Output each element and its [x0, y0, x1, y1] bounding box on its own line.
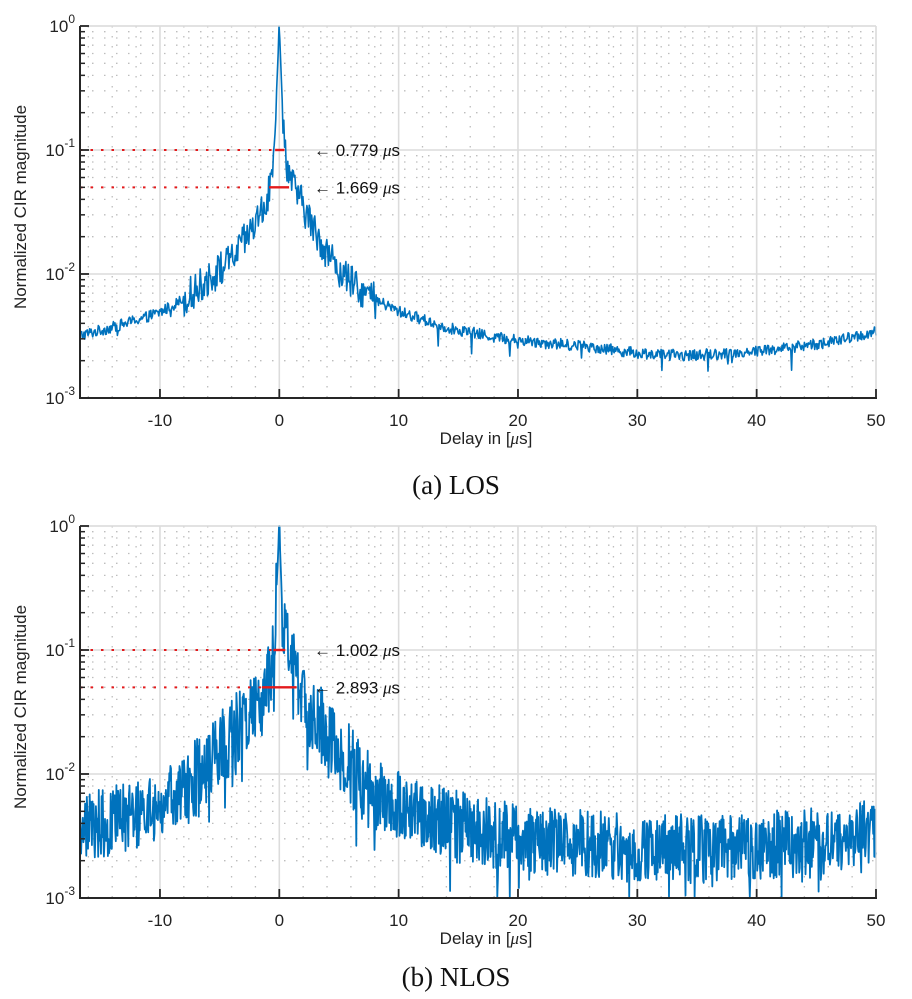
figure-panel-nlos: ← 1.002 μs ← 2.893 μs 10-3 10-2 10-1 100 -10 0 1… — [0, 500, 912, 999]
width-annotation: ← 1.002 μs — [80, 641, 400, 660]
annotation-arrow: ← — [314, 178, 336, 197]
y-tick-base: 10 — [45, 641, 64, 660]
caption-los: (a) LOS — [412, 470, 500, 500]
series-line-cir-magnitude — [79, 25, 877, 372]
y-axis-label: Normalized CIR magnitude — [11, 105, 30, 309]
annotation-arrow: ← — [314, 141, 336, 160]
x-tick-label: 40 — [747, 411, 766, 430]
x-tick-label: 50 — [867, 411, 886, 430]
annotation-unit-s: s — [392, 678, 401, 697]
y-tick-base: 10 — [45, 765, 64, 784]
width-annotation: ← 2.893 μs — [80, 678, 400, 697]
x-axis-label-unit: s] — [519, 929, 532, 948]
y-tick-exponent: -2 — [64, 260, 75, 274]
annotation-unit-mu: μ — [382, 141, 392, 160]
annotation-label: ← 1.002 μs — [314, 641, 400, 660]
x-axis-label-mu: μ — [510, 429, 520, 448]
x-axis-label-text: Delay in [ — [440, 929, 511, 948]
annotation-unit-s: s — [392, 641, 401, 660]
x-tick-label: 20 — [509, 911, 528, 930]
x-tick-label: 50 — [867, 911, 886, 930]
annotation-unit-s: s — [392, 178, 401, 197]
annotation-value: 0.779 — [336, 141, 383, 160]
width-annotation: ← 0.779 μs — [80, 141, 400, 160]
y-tick-exponent: -3 — [64, 884, 75, 898]
grid — [80, 25, 877, 399]
series-line-cir-magnitude — [79, 525, 877, 898]
caption-nlos: (b) NLOS — [401, 962, 511, 992]
annotation-value: 1.002 — [336, 641, 383, 660]
x-tick-label: 0 — [275, 411, 284, 430]
annotation-label: ← 1.669 μs — [314, 178, 400, 197]
x-tick-label: 30 — [628, 411, 647, 430]
annotation-value: 2.893 — [336, 678, 383, 697]
y-tick-exponent: -1 — [64, 136, 75, 150]
x-tick-label: 20 — [509, 411, 528, 430]
y-tick-base: 10 — [49, 517, 68, 536]
annotation-unit-mu: μ — [382, 178, 392, 197]
x-tick-label: -10 — [148, 411, 173, 430]
y-tick-exponent: -1 — [64, 636, 75, 650]
x-axis-label-mu: μ — [510, 929, 520, 948]
y-tick-base: 10 — [45, 141, 64, 160]
y-tick-exponent: -3 — [64, 384, 75, 398]
annotation-arrow: ← — [314, 678, 336, 697]
x-tick-label: -10 — [148, 911, 173, 930]
x-axis-label: Delay in [μs] — [440, 429, 533, 448]
annotation-value: 1.669 — [336, 178, 383, 197]
y-tick-label: 100 — [49, 512, 75, 536]
y-tick-exponent: -2 — [64, 760, 75, 774]
y-tick-label: 10-2 — [45, 760, 75, 784]
annotation-label: ← 2.893 μs — [314, 678, 400, 697]
annotation-label: ← 0.779 μs — [314, 141, 400, 160]
y-tick-base: 10 — [45, 265, 64, 284]
y-tick-label: 10-3 — [45, 884, 75, 908]
x-axis-label-text: Delay in [ — [440, 429, 511, 448]
y-tick-label: 10-2 — [45, 260, 75, 284]
x-tick-label: 0 — [275, 911, 284, 930]
y-tick-base: 10 — [49, 17, 68, 36]
width-annotation: ← 1.669 μs — [80, 178, 400, 197]
x-axis-label-unit: s] — [519, 429, 532, 448]
annotation-unit-mu: μ — [382, 678, 392, 697]
annotation-arrow: ← — [314, 641, 336, 660]
x-tick-label: 10 — [389, 911, 408, 930]
y-tick-label: 10-1 — [45, 136, 75, 160]
y-tick-exponent: 0 — [68, 512, 75, 526]
x-tick-label: 30 — [628, 911, 647, 930]
y-tick-label: 10-3 — [45, 384, 75, 408]
y-tick-label: 100 — [49, 12, 75, 36]
figure-panel-los: ← 0.779 μs ← 1.669 μs 10-3 10-2 10-1 100 -10 0 1… — [11, 12, 885, 500]
x-tick-label: 40 — [747, 911, 766, 930]
annotation-unit-s: s — [392, 141, 401, 160]
y-tick-base: 10 — [45, 889, 64, 908]
x-axis-label: Delay in [μs] — [440, 929, 533, 948]
x-tick-label: 10 — [389, 411, 408, 430]
y-tick-label: 10-1 — [45, 636, 75, 660]
y-tick-base: 10 — [45, 389, 64, 408]
y-tick-exponent: 0 — [68, 12, 75, 26]
y-axis-label: Normalized CIR magnitude — [11, 605, 30, 809]
annotation-unit-mu: μ — [382, 641, 392, 660]
